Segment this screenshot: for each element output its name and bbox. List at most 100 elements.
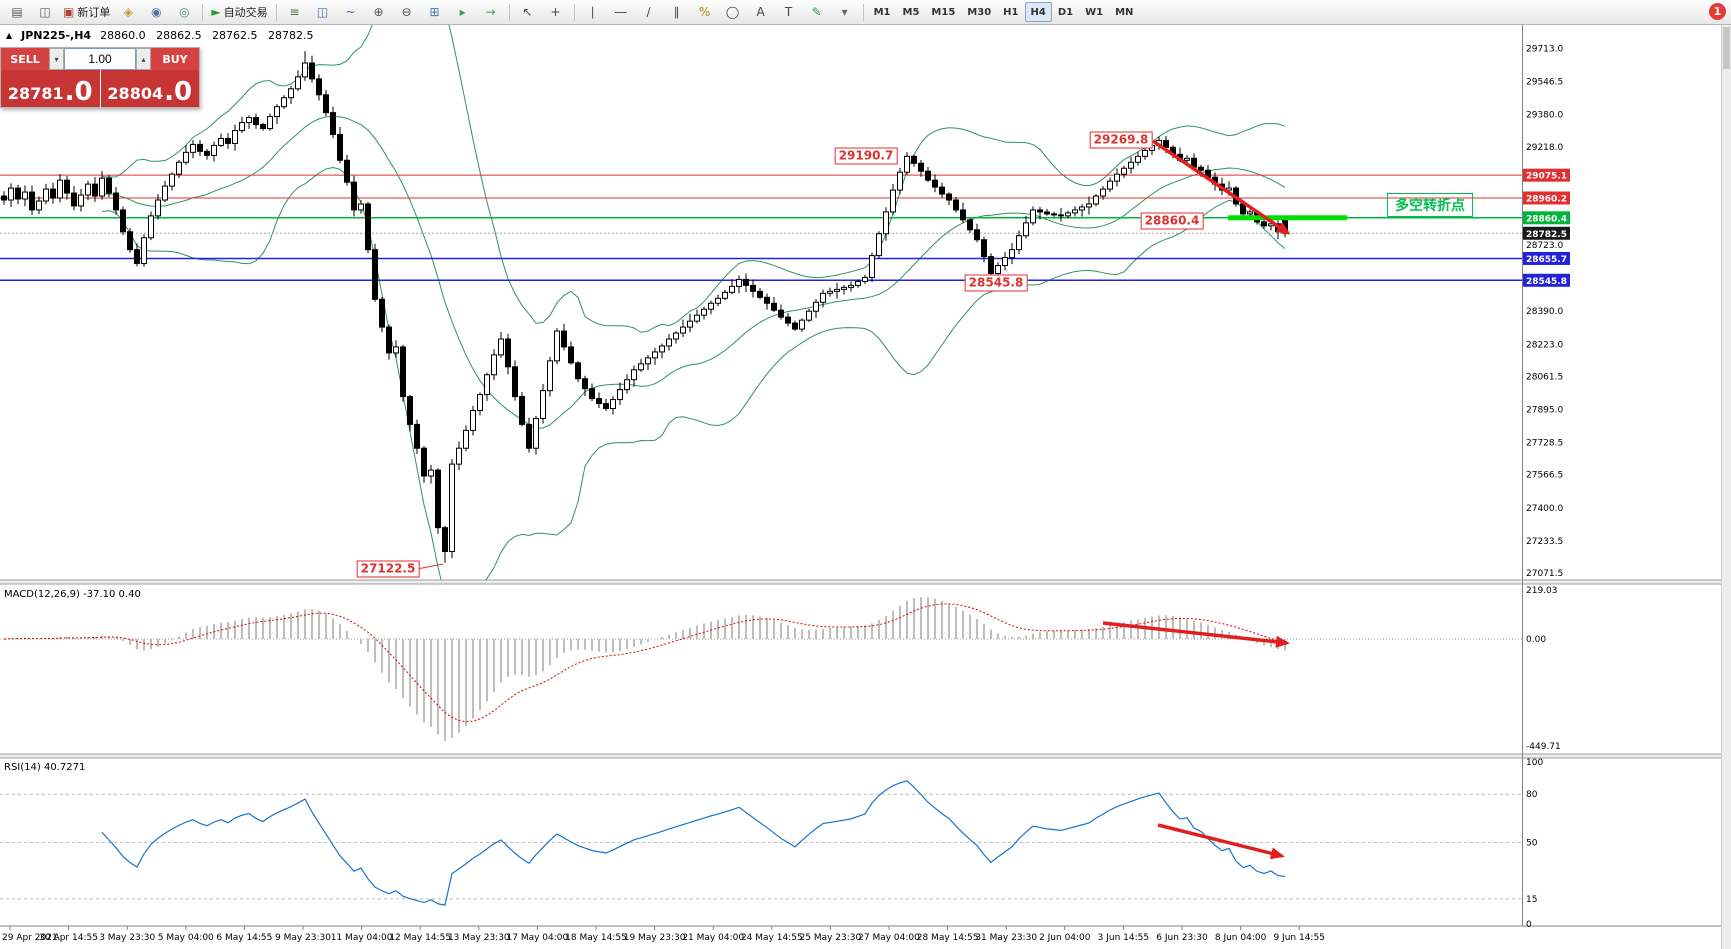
candlestick-chart-icon[interactable]: ◫ [316, 5, 329, 19]
notification-badge[interactable]: 1 [1709, 3, 1726, 20]
chart-shift-icon[interactable]: → [485, 5, 496, 19]
trendline-icon[interactable]: ∕ [646, 5, 651, 19]
cursor-icon[interactable]: ↖ [522, 5, 533, 19]
svg-text:2 Jun 04:00: 2 Jun 04:00 [1039, 933, 1091, 943]
timeframe-m30[interactable]: M30 [967, 6, 992, 18]
rsi-label: RSI(14) 40.7271 [4, 762, 85, 773]
svg-text:15: 15 [1526, 895, 1537, 905]
buy-price-main: 28804 [107, 84, 164, 103]
svg-text:27728.5: 27728.5 [1526, 439, 1563, 449]
panels-group: ◈ ◉ ◎ [114, 1, 198, 23]
one-click-trading-panel: SELL ▾ ▴ BUY 28781.0 28804.0 [0, 47, 200, 108]
sell-price-button[interactable]: 28781.0 [1, 70, 100, 107]
volume-decrease-button[interactable]: ▾ [49, 48, 64, 70]
label-icon[interactable]: T [784, 5, 793, 19]
trend-arrow [1157, 823, 1285, 860]
symbol-title: JPN225-,H4 [21, 29, 92, 42]
svg-text:100: 100 [1526, 758, 1543, 768]
svg-text:18 May 14:55: 18 May 14:55 [565, 933, 627, 943]
svg-text:9 Jun 14:55: 9 Jun 14:55 [1273, 933, 1324, 943]
svg-text:0.00: 0.00 [1526, 635, 1546, 645]
svg-text:28960.2: 28960.2 [1526, 194, 1567, 204]
bar-chart-icon[interactable]: ≡ [289, 5, 300, 19]
svg-text:29 Apr 2021: 29 Apr 2021 [2, 933, 58, 943]
sell-price-frac: .0 [64, 77, 93, 107]
chart-area[interactable]: 29713.0 29546.5 29380.0 29218.0 28723.0 28390… [0, 25, 1731, 949]
timeframe-m5[interactable]: M5 [902, 6, 920, 18]
objects-group: ∣ ― ∕ ∥% ◯ A T ✎ ▾ [579, 1, 859, 23]
toolbar: ▤ ◫ ▣ 新订单 ◈ ◉ ◎ ► 自动交易 ≡ ◫ ~ ⊕ ⊖ ⊞ ▸ → ↖ + ∣ ― ∕ ∥% ◯ A T ✎ ▾ M1 M5 M1… [0, 0, 1731, 25]
svg-text:27566.5: 27566.5 [1526, 471, 1563, 481]
timeframe-m15[interactable]: M15 [931, 6, 956, 18]
timeframe-m1[interactable]: M1 [873, 6, 891, 18]
objects-dropdown-icon[interactable]: ▾ [841, 5, 848, 19]
chart-ohlc-readout: ▲ JPN225-,H4 28860.0 28862.5 28762.5 287… [6, 29, 314, 42]
timeframe-d1[interactable]: D1 [1057, 6, 1074, 18]
svg-text:24 May 14:55: 24 May 14:55 [741, 933, 803, 943]
buy-price-button[interactable]: 28804.0 [100, 70, 199, 107]
chart-profiles-icon[interactable]: ◫ [39, 5, 51, 19]
shapes-icon[interactable]: ◯ [725, 5, 740, 19]
svg-text:29713.0: 29713.0 [1526, 45, 1563, 55]
svg-text:29218.0: 29218.0 [1526, 143, 1563, 153]
svg-text:17 May 04:00: 17 May 04:00 [507, 933, 569, 943]
svg-text:28545.8: 28545.8 [1526, 277, 1567, 287]
svg-text:11 May 04:00: 11 May 04:00 [331, 933, 393, 943]
svg-text:28782.5: 28782.5 [1526, 230, 1567, 240]
zoom-in-icon[interactable]: ⊕ [373, 5, 384, 19]
svg-text:8 Jun 04:00: 8 Jun 04:00 [1215, 933, 1267, 943]
horizontal-line-icon[interactable]: ― [614, 5, 627, 19]
cursor-group: ↖ + [514, 1, 570, 23]
data-window-icon[interactable]: ◉ [151, 5, 162, 19]
new-chart-icon[interactable]: ▤ [11, 5, 23, 19]
svg-text:28860.4: 28860.4 [1526, 214, 1567, 224]
timeframe-mn[interactable]: MN [1115, 6, 1134, 18]
chart-group: ▤ ◫ [3, 1, 59, 23]
timeframe-h4[interactable]: H4 [1024, 2, 1052, 22]
vertical-scrollbar[interactable] [1721, 25, 1731, 949]
svg-text:25 May 23:30: 25 May 23:30 [800, 933, 862, 943]
sell-tab[interactable]: SELL [1, 48, 49, 70]
volume-input[interactable] [64, 48, 136, 70]
vertical-line-icon[interactable]: ∣ [589, 5, 596, 19]
svg-text:12 May 14:55: 12 May 14:55 [389, 933, 451, 943]
svg-text:27 May 04:00: 27 May 04:00 [858, 933, 920, 943]
buy-tab[interactable]: BUY [151, 48, 199, 70]
volume-increase-button[interactable]: ▴ [136, 48, 151, 70]
order-group: ▣ 新订单 [59, 1, 114, 23]
arrows-tool-icon[interactable]: ✎ [811, 5, 822, 19]
text-icon[interactable]: A [756, 5, 765, 19]
auto-scroll-icon[interactable]: ▸ [459, 5, 466, 19]
svg-text:3 May 23:30: 3 May 23:30 [99, 933, 155, 943]
panel-divider [0, 580, 1731, 584]
chart-type-group: ≡ ◫ ~ [281, 1, 365, 23]
market-watch-icon[interactable]: ◈ [123, 5, 133, 19]
svg-text:13 May 23:30: 13 May 23:30 [448, 933, 510, 943]
symbol-arrow-icon: ▲ [6, 31, 13, 40]
autotrade-button[interactable]: ► 自动交易 [211, 5, 268, 19]
panel-divider [0, 754, 1731, 758]
svg-text:219.03: 219.03 [1526, 586, 1558, 596]
timeframe-h1[interactable]: H1 [1003, 6, 1019, 18]
svg-text:31 May 23:30: 31 May 23:30 [975, 933, 1037, 943]
macd-indicator [3, 597, 1286, 741]
line-chart-icon[interactable]: ~ [345, 5, 356, 19]
svg-text:3 Jun 14:55: 3 Jun 14:55 [1098, 933, 1149, 943]
svg-text:28223.0: 28223.0 [1526, 340, 1563, 350]
navigator-icon[interactable]: ◎ [179, 5, 190, 19]
scrollbar-thumb[interactable] [1723, 27, 1730, 69]
svg-text:50: 50 [1526, 839, 1538, 849]
svg-text:80: 80 [1526, 790, 1538, 800]
fibonacci-icon[interactable]: % [698, 5, 711, 19]
timeframe-w1[interactable]: W1 [1085, 6, 1104, 18]
channel-icon[interactable]: ∥ [673, 5, 680, 19]
trend-arrow [1152, 139, 1291, 235]
zoom-out-icon[interactable]: ⊖ [401, 5, 412, 19]
svg-text:5 May 04:00: 5 May 04:00 [158, 933, 214, 943]
crosshair-icon[interactable]: + [550, 5, 561, 19]
svg-text:28723.0: 28723.0 [1526, 241, 1563, 251]
macd-label: MACD(12,26,9) -37.10 0.40 [4, 589, 141, 600]
tile-windows-icon[interactable]: ⊞ [429, 5, 440, 19]
new-order-button[interactable]: ▣ 新订单 [63, 5, 111, 19]
